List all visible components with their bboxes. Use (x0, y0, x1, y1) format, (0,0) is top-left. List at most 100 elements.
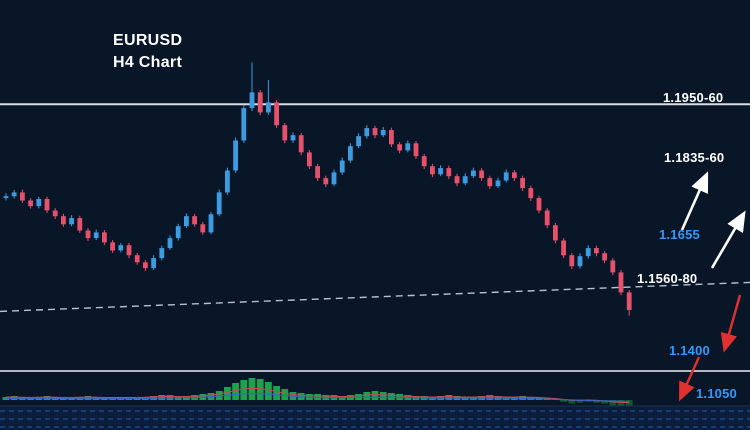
level-label-1655: 1.1655 (659, 227, 700, 242)
candle-body (20, 192, 25, 201)
candle-body (462, 176, 468, 184)
macd-bar (84, 396, 92, 400)
candle-body (102, 232, 107, 243)
candle-body (143, 262, 148, 269)
candle-body (323, 178, 329, 185)
level-label-resistance: 1.1950-60 (663, 90, 724, 105)
candle-body (274, 102, 279, 126)
candle-body (118, 245, 124, 251)
down-arrow-2 (679, 356, 701, 402)
candle-body (348, 146, 353, 161)
macd-bar (158, 395, 166, 400)
candle-body (602, 253, 607, 261)
candle-body (405, 143, 411, 151)
candle-body (553, 225, 558, 241)
candle-body (520, 178, 525, 189)
macd-bar (224, 387, 231, 400)
macd-bar (363, 392, 371, 400)
candle-body (446, 168, 452, 177)
candle-body (159, 248, 165, 259)
down-arrow-1 (720, 294, 742, 353)
candle-body (216, 192, 222, 215)
candle-body (184, 216, 189, 227)
macd-bar (256, 379, 264, 400)
candle-body (454, 176, 460, 184)
trendline-dashed (0, 281, 750, 313)
macd-bar (379, 392, 387, 400)
macd-bar (617, 400, 625, 408)
macd-bar (240, 380, 248, 400)
macd-bar (445, 395, 453, 400)
candle-body (85, 230, 91, 239)
candle-body (421, 156, 427, 167)
candle-body (298, 135, 304, 153)
candle-body (413, 143, 419, 157)
candle-body (225, 170, 230, 193)
candle-body (512, 172, 517, 179)
candle-body (126, 245, 132, 256)
candle-body (610, 260, 616, 273)
level-label-1400: 1.1400 (669, 343, 710, 358)
candle-body (389, 130, 394, 145)
candle-body (200, 224, 206, 233)
candle-body (487, 178, 493, 187)
candle-body (93, 232, 99, 239)
candle-body (397, 144, 402, 151)
candle-body (257, 92, 263, 113)
candle-body (192, 216, 197, 225)
level-label-support: 1.1560-80 (637, 271, 698, 286)
candle-body (11, 192, 17, 197)
candle-body (544, 210, 550, 226)
candle-body (430, 166, 435, 175)
macd-bar (486, 395, 494, 400)
candle-body (61, 216, 66, 225)
candles-layer (3, 62, 632, 316)
candle-body (471, 170, 476, 177)
candle-body (438, 168, 443, 175)
candle-body (3, 196, 9, 199)
candle-body (266, 102, 271, 113)
macd-bar (601, 400, 608, 404)
candle-body (569, 255, 575, 267)
macd-bar (371, 391, 379, 400)
macd-bar (68, 398, 75, 400)
macd-bar (625, 400, 633, 407)
candle-body (536, 198, 542, 211)
macd-bar (133, 398, 141, 400)
candle-body (372, 128, 378, 136)
macd-bar (576, 400, 584, 403)
candle-body (503, 172, 509, 181)
up-arrow-2 (710, 210, 746, 269)
macd-histogram-layer (2, 378, 633, 408)
candle-body (110, 242, 115, 251)
candle-body (479, 170, 484, 179)
candle-body (380, 130, 386, 136)
candle-body (618, 272, 624, 293)
candle-body (208, 214, 214, 233)
candle-body (290, 135, 296, 141)
candle-body (331, 172, 337, 185)
macd-bar (609, 400, 617, 406)
macd-bar (232, 383, 239, 400)
candle-body (233, 140, 238, 171)
candle-body (36, 199, 42, 207)
candle-body (175, 226, 181, 239)
macd-bar (560, 400, 567, 402)
candle-body (356, 136, 361, 147)
level-label-upper-target: 1.1835-60 (664, 150, 725, 165)
candle-body (134, 255, 140, 263)
macd-bar (60, 398, 67, 400)
candle-body (528, 188, 534, 199)
annotation-arrows-layer (679, 171, 746, 402)
candle-body (561, 240, 566, 256)
candle-body (28, 200, 33, 207)
macd-bar (273, 386, 280, 400)
candle-body (282, 125, 288, 141)
candle-body (339, 160, 345, 173)
signal-line-blue (6, 393, 630, 402)
chart-title: EURUSD H4 Chart (113, 30, 182, 74)
candle-body (241, 108, 247, 141)
signal-line-red (6, 387, 630, 404)
